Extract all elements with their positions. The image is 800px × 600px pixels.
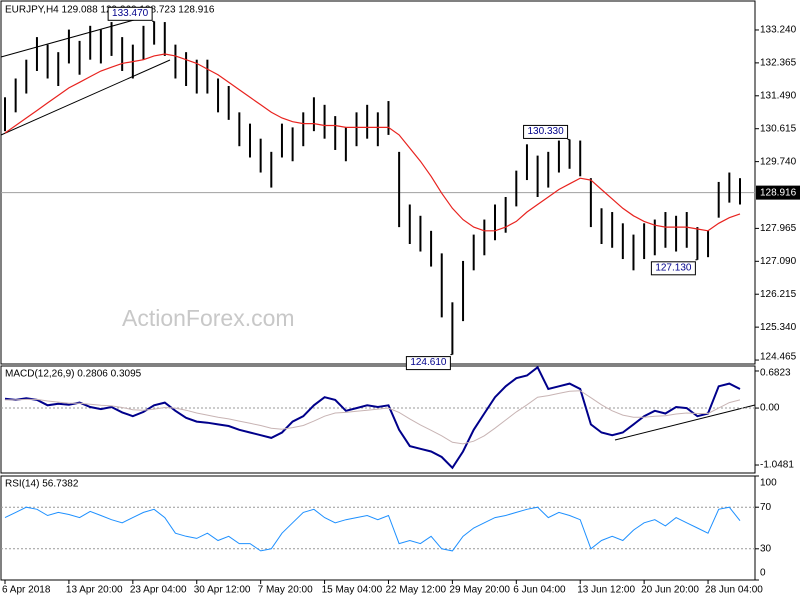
annotation: 127.130 <box>655 262 692 273</box>
last-price-label: 128.916 <box>760 187 797 198</box>
y-tick-label: 124.465 <box>760 352 797 363</box>
x-tick-label: 23 Apr 04:00 <box>130 585 187 596</box>
y-tick-label: 127.965 <box>760 223 797 234</box>
annotation-box <box>523 124 569 139</box>
macd-title: MACD(12,26,9) 0.2806 0.3095 <box>5 369 142 380</box>
moving-average <box>4 53 741 232</box>
channel-line <box>0 14 153 58</box>
x-tick-label: 13 Apr 20:00 <box>66 585 123 596</box>
y-tick-label: 0.6823 <box>760 368 791 379</box>
last-price-box <box>756 185 800 200</box>
indicator-line <box>4 506 741 552</box>
x-tick-label: 7 May 20:00 <box>258 585 313 596</box>
x-tick-label: 13 Jun 12:00 <box>577 585 635 596</box>
y-tick-label: -1.0481 <box>760 460 794 471</box>
y-tick-label: 130.615 <box>760 123 797 134</box>
indicator-line <box>5 390 741 445</box>
y-tick-label: 70 <box>760 502 772 513</box>
macd-pane-frame <box>0 365 756 474</box>
x-tick-label: 28 Jun 04:00 <box>705 585 763 596</box>
annotation-box <box>650 261 696 276</box>
y-tick-label: 127.090 <box>760 256 797 267</box>
x-tick-label: 15 May 04:00 <box>322 585 383 596</box>
y-tick-label: 131.490 <box>760 90 797 101</box>
y-tick-label: 100 <box>760 478 777 489</box>
watermark: ActionForex.com <box>122 305 295 331</box>
annotation-box <box>405 356 451 371</box>
rsi-title: RSI(14) 56.7382 <box>5 479 79 490</box>
rsi-pane-frame <box>0 475 756 581</box>
indicator-line <box>4 365 741 470</box>
y-tick-label: 129.740 <box>760 156 797 167</box>
y-tick-label: 132.365 <box>760 58 797 69</box>
annotation: 124.610 <box>410 357 447 368</box>
channel-line <box>0 59 171 136</box>
y-tick-label: 133.240 <box>760 25 797 36</box>
y-tick-label: 0.00 <box>760 403 780 414</box>
y-tick-label: 0 <box>760 568 766 579</box>
x-tick-label: 30 Apr 12:00 <box>194 585 251 596</box>
trend-line <box>614 404 756 441</box>
price-pane-frame <box>0 0 756 365</box>
y-tick-label: 125.340 <box>760 322 797 333</box>
x-tick-label: 22 May 12:00 <box>385 585 446 596</box>
annotation: 130.330 <box>527 126 564 137</box>
annotation-box <box>107 6 153 21</box>
x-tick-label: 20 Jun 20:00 <box>641 585 699 596</box>
x-tick-label: 6 Apr 2018 <box>2 585 51 596</box>
x-tick-label: 29 May 20:00 <box>449 585 510 596</box>
annotation: 133.470 <box>112 8 149 19</box>
y-tick-label: 126.215 <box>760 289 797 300</box>
x-tick-label: 6 Jun 04:00 <box>513 585 566 596</box>
y-tick-label: 30 <box>760 543 772 554</box>
